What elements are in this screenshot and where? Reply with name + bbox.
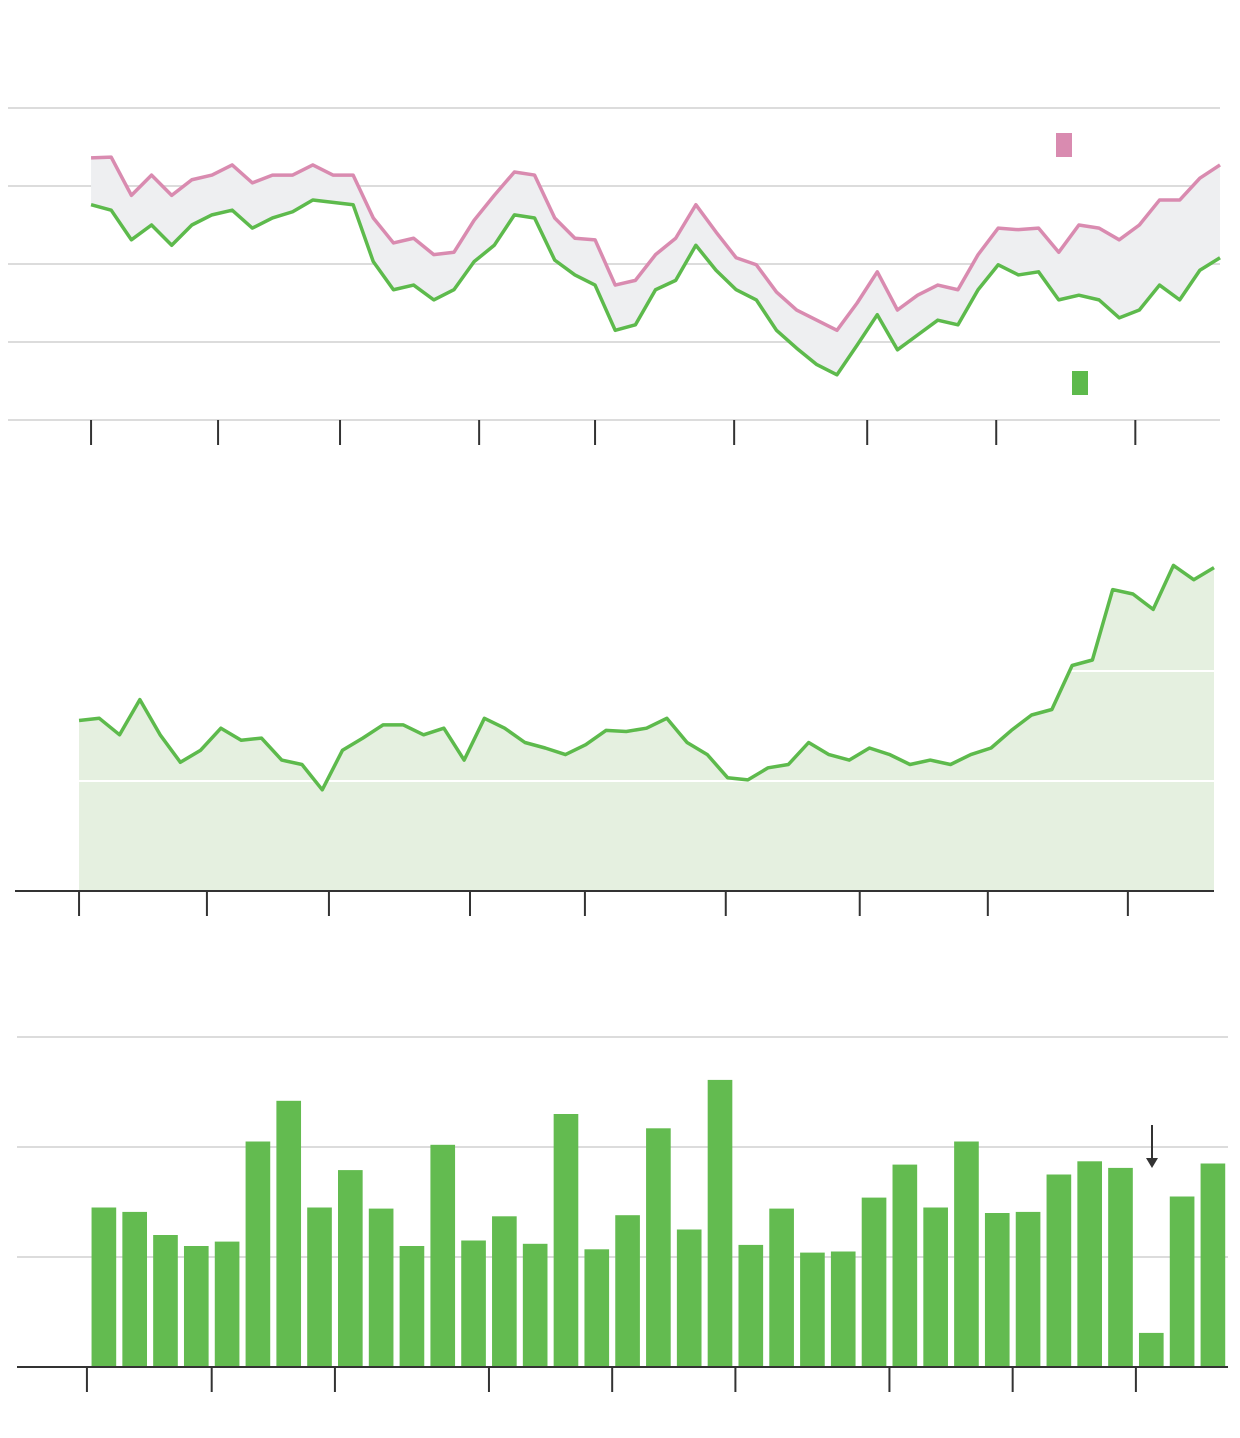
bar — [646, 1128, 671, 1367]
bar — [830, 1251, 856, 1367]
band — [91, 157, 1221, 375]
bar — [769, 1208, 794, 1367]
bar — [861, 1197, 887, 1367]
bar — [214, 1241, 240, 1367]
plot-front — [90, 133, 1221, 445]
plot-back — [15, 560, 1214, 891]
plot-front — [17, 1366, 1228, 1392]
chart — [8, 107, 1221, 445]
plot-back — [17, 1036, 1228, 1367]
bar — [584, 1249, 610, 1367]
bar — [461, 1240, 486, 1367]
bar — [1108, 1167, 1133, 1367]
bar — [892, 1164, 918, 1367]
bar — [954, 1141, 979, 1367]
bar — [492, 1216, 517, 1367]
plot-back — [8, 107, 1221, 421]
bar — [430, 1144, 456, 1367]
bar — [1015, 1211, 1041, 1367]
bar — [91, 1207, 117, 1367]
line — [90, 198, 1221, 377]
bar — [738, 1244, 764, 1367]
plot-front — [15, 563, 1215, 916]
bar — [338, 1170, 363, 1367]
bar — [183, 1246, 209, 1367]
bar — [1138, 1332, 1164, 1367]
chart — [15, 560, 1215, 916]
bar — [1200, 1163, 1226, 1367]
bar — [676, 1229, 702, 1367]
bar — [245, 1141, 271, 1367]
bar — [122, 1211, 148, 1367]
bar — [276, 1100, 302, 1367]
bar — [800, 1252, 825, 1367]
bar — [307, 1207, 332, 1367]
bar — [522, 1243, 548, 1367]
legend-swatch — [1056, 133, 1072, 157]
bar — [1077, 1161, 1103, 1367]
bar — [615, 1215, 640, 1367]
bar — [707, 1079, 733, 1367]
bar — [368, 1208, 394, 1367]
bar — [553, 1114, 579, 1367]
line — [78, 563, 1215, 792]
bar — [1169, 1196, 1195, 1367]
annotation-arrowhead — [1146, 1158, 1158, 1168]
bar — [153, 1235, 178, 1367]
bar — [923, 1207, 948, 1367]
chart — [17, 1036, 1228, 1392]
bar — [984, 1213, 1010, 1367]
bar — [1046, 1174, 1072, 1367]
line — [90, 155, 1221, 333]
bar — [399, 1246, 425, 1367]
legend-swatch — [1072, 371, 1088, 395]
